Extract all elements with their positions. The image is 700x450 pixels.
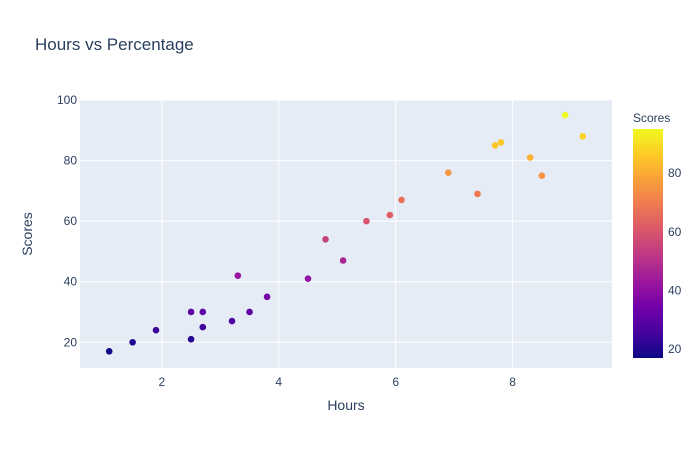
- colorbar-gradient: [633, 129, 663, 358]
- data-point: [526, 154, 534, 161]
- x-axis-label: Hours: [327, 397, 364, 413]
- data-points: [105, 111, 587, 355]
- y-tick-label: 20: [64, 335, 78, 349]
- data-point: [363, 217, 370, 225]
- colorbar-title: Scores: [633, 111, 670, 125]
- chart-title: Hours vs Percentage: [35, 35, 194, 54]
- x-tick-label: 8: [509, 375, 516, 389]
- data-point: [246, 308, 253, 316]
- data-point: [445, 169, 452, 176]
- x-axis-ticks: 2 4 6 8: [159, 375, 517, 389]
- x-tick-label: 4: [275, 375, 282, 389]
- data-point: [474, 190, 481, 198]
- colorbar-ticks: 20 40 60 80: [668, 166, 682, 356]
- y-tick-label: 80: [64, 154, 78, 168]
- y-tick-label: 40: [64, 275, 78, 289]
- y-tick-label: 60: [64, 214, 78, 228]
- x-tick-label: 2: [159, 375, 166, 389]
- data-point: [491, 142, 499, 149]
- data-point: [263, 293, 271, 301]
- data-point: [234, 272, 242, 279]
- data-point: [105, 348, 113, 355]
- data-point: [322, 235, 329, 243]
- data-point: [538, 172, 546, 180]
- data-point: [199, 323, 207, 331]
- data-point: [339, 257, 347, 264]
- data-point: [497, 139, 505, 146]
- data-point: [129, 338, 136, 346]
- data-point: [199, 308, 207, 316]
- x-tick-label: 6: [392, 375, 399, 389]
- plot-area: [80, 100, 612, 368]
- data-point: [304, 275, 312, 282]
- colorbar-tick-label: 40: [668, 283, 682, 297]
- data-point: [579, 133, 587, 140]
- data-point: [386, 211, 394, 219]
- data-point: [187, 308, 195, 316]
- grid-lines: [80, 99, 612, 368]
- data-point: [152, 326, 160, 334]
- y-axis-ticks: 20 40 60 80 100: [57, 93, 77, 349]
- colorbar: Scores 20 40 60 80: [633, 111, 682, 358]
- data-point: [187, 335, 195, 343]
- y-tick-label: 100: [57, 93, 77, 107]
- colorbar-tick-label: 20: [668, 342, 682, 356]
- y-axis-label: Scores: [19, 212, 35, 256]
- data-point: [561, 111, 569, 119]
- colorbar-tick-label: 80: [668, 166, 682, 180]
- data-point: [228, 317, 236, 325]
- data-point: [398, 196, 405, 204]
- colorbar-tick-label: 60: [668, 225, 682, 239]
